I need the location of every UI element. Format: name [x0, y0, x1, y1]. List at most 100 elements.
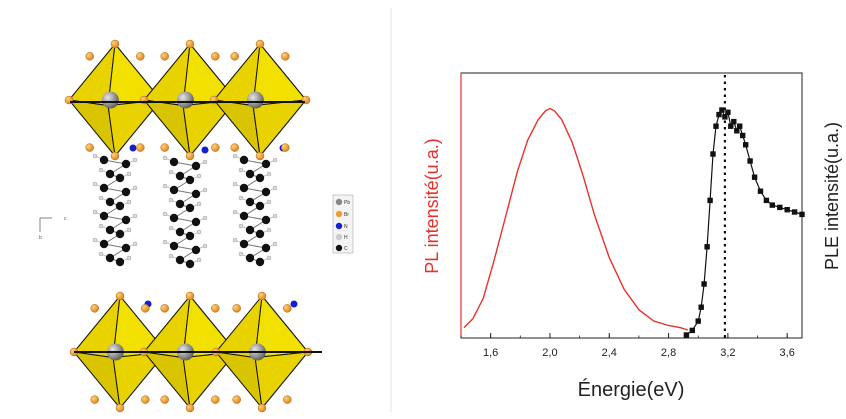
y-axis-left-title: PL intensité(u.a.) [422, 138, 442, 273]
lead-atom [101, 91, 119, 109]
bromine-atom [232, 395, 241, 404]
hydrogen-atom [98, 167, 104, 173]
carbon-atom [255, 257, 265, 267]
ple-point [728, 123, 734, 129]
bromine-atom [185, 39, 195, 49]
series-layer [463, 107, 805, 338]
ple-point [777, 204, 783, 211]
bromine-atom [230, 143, 239, 152]
hydrogen-atom [132, 213, 138, 219]
octahedron-face [112, 351, 168, 410]
bromine-atom [160, 395, 169, 404]
legend-swatch-pb [335, 198, 343, 206]
ple-point [757, 188, 764, 194]
bromine-atom [90, 304, 99, 313]
ple-point [734, 128, 740, 134]
carbon-atom [255, 173, 265, 183]
hydrogen-atom [202, 187, 208, 193]
x-tick-label: 3,2 [720, 347, 735, 359]
ple-point [731, 118, 737, 125]
hydrogen-atom [232, 209, 238, 215]
carbon-atom [175, 255, 185, 265]
nitrogen-atom [201, 146, 209, 154]
bromine-atom [185, 291, 195, 301]
nitrogen-atom [129, 144, 137, 152]
bromine-atom [115, 403, 125, 413]
carbon-atom [169, 157, 179, 167]
hydrogen-atom [232, 237, 238, 243]
carbon-atom [169, 241, 179, 251]
carbon-atom [121, 215, 131, 225]
hydrogen-atom [162, 183, 168, 189]
carbon-atom [175, 171, 185, 181]
lead-atom [176, 91, 194, 109]
carbon-atom [255, 229, 265, 239]
bromine-atom [160, 304, 169, 313]
hydrogen-atom [202, 159, 208, 165]
carbon-atom [245, 197, 255, 207]
carbon-atom [99, 211, 109, 221]
ple-point [799, 211, 805, 218]
x-axis-ticks: 1,6 2,0 2,4 2,8 3,2 3,6 [460, 333, 795, 359]
ple-point [707, 197, 713, 204]
hydrogen-atom [196, 201, 202, 207]
carbon-atom [255, 201, 265, 211]
carbon-atom [115, 257, 125, 267]
carbon-atom [261, 187, 271, 197]
carbon-atom [169, 185, 179, 195]
hydrogen-atom [98, 195, 104, 201]
carbon-atom [115, 201, 125, 211]
hydrogen-atom [126, 199, 132, 205]
carbon-atom [99, 183, 109, 193]
bromine-atom [185, 151, 195, 161]
carbon-atom [261, 243, 271, 253]
x-tick-label: 2,8 [661, 347, 676, 359]
ple-point [719, 107, 725, 113]
bromine-atom [211, 395, 220, 404]
bromine-atom [255, 39, 265, 49]
hydrogen-atom [232, 153, 238, 159]
ple-point [751, 174, 758, 180]
legend-label-h: H [344, 235, 348, 241]
carbon-atom [169, 213, 179, 223]
carbon-atom [191, 217, 201, 227]
carbon-atom [239, 183, 249, 193]
carbon-atom [191, 161, 201, 171]
carbon-atom [115, 173, 125, 183]
bromine-atom [211, 143, 220, 152]
carbon-atom [185, 259, 195, 269]
ple-point [704, 244, 710, 250]
hydrogen-atom [238, 223, 244, 229]
axis-marker-b: b [39, 235, 42, 241]
hydrogen-atom [266, 227, 272, 233]
bromine-atom [283, 395, 292, 404]
bromine-atom [115, 291, 125, 301]
legend-label-br: Br [344, 212, 349, 218]
carbon-atom [185, 203, 195, 213]
carbon-atom [175, 227, 185, 237]
bromine-atom [141, 304, 150, 313]
carbon-atom [261, 159, 271, 169]
axis-marker-c: c [64, 216, 67, 222]
carbon-atom [245, 253, 255, 263]
ple-point [689, 327, 695, 334]
legend-label-pb: Pb [344, 200, 350, 206]
carbon-atom [115, 229, 125, 239]
ple-point [695, 318, 701, 324]
nitrogen-atom [290, 300, 298, 308]
crystal-structure-illustration [64, 39, 322, 413]
bromine-atom [85, 143, 94, 152]
carbon-atom [245, 169, 255, 179]
hydrogen-atom [196, 173, 202, 179]
hydrogen-atom [168, 197, 174, 203]
carbon-atom [261, 215, 271, 225]
bromine-atom [136, 143, 145, 152]
legend-swatch-c [335, 244, 343, 252]
hydrogen-atom [168, 225, 174, 231]
x-tick-label: 2,4 [602, 347, 617, 359]
ple-point [791, 209, 798, 215]
bromine-atom [141, 395, 150, 404]
ple-point [722, 114, 728, 120]
ple-point [725, 109, 731, 115]
